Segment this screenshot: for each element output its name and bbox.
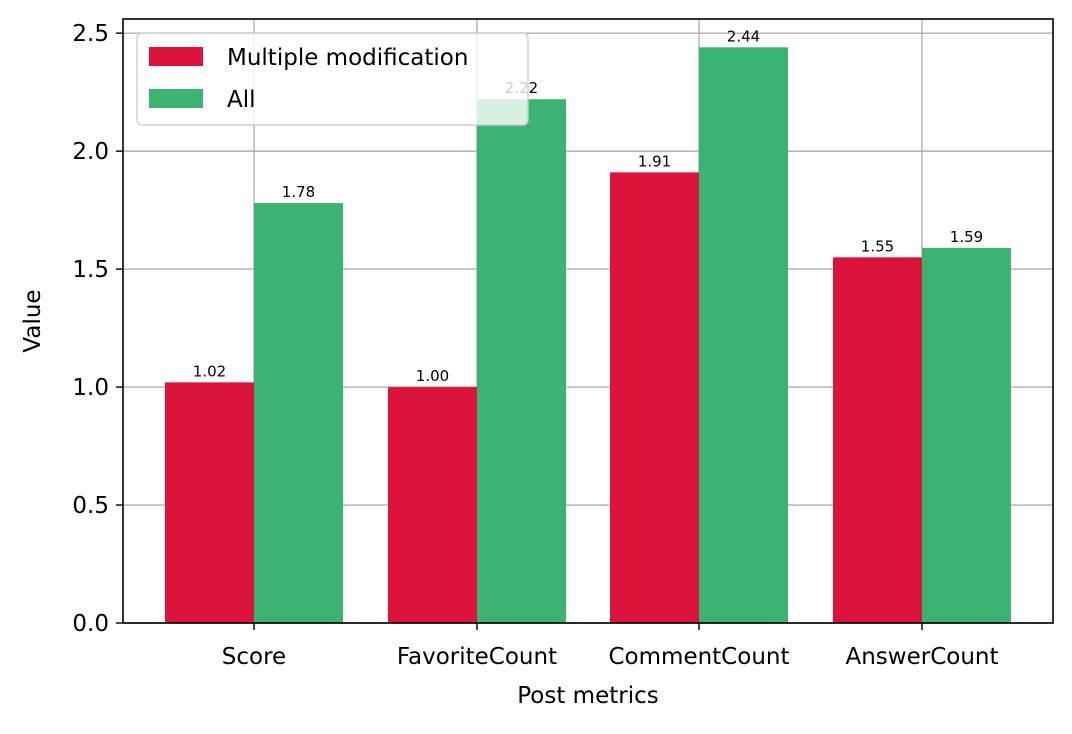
- bar-value-label: 1.78: [282, 183, 315, 201]
- bar-value-label: 1.02: [193, 362, 226, 380]
- bar-multiple-modification-commentcount: [610, 172, 699, 623]
- legend-box: [136, 32, 529, 126]
- y-axis-label: Value: [20, 289, 46, 352]
- bar-multiple-modification-score: [165, 382, 254, 623]
- axes-layer: 0.0 0.5 1.0 1.5 2.0 2.5 Score FavoriteCount Comm…: [20, 18, 1054, 709]
- y-tick-label: 1.0: [72, 375, 109, 401]
- bar-all-commentcount: [699, 47, 788, 623]
- bar-value-label: 1.59: [950, 228, 983, 246]
- y-tick-label: 0.5: [72, 493, 109, 519]
- y-tick-label: 1.5: [72, 257, 109, 283]
- bar-multiple-modification-answercount: [833, 257, 922, 623]
- bar-value-label: 1.55: [861, 237, 894, 255]
- legend-swatch: [149, 47, 203, 66]
- data-labels-layer: 1.021.001.911.551.782.222.441.59: [193, 27, 983, 385]
- x-tick-label: FavoriteCount: [397, 644, 557, 670]
- x-tick-label: CommentCount: [609, 644, 790, 670]
- bar-value-label: 1.00: [416, 367, 449, 385]
- bar-value-label: 2.44: [727, 27, 760, 45]
- bar-all-score: [254, 203, 343, 623]
- bar-value-label: 1.91: [638, 152, 671, 170]
- legend-label: All: [227, 87, 256, 113]
- bar-all-answercount: [922, 247, 1011, 623]
- legend-swatch: [149, 89, 203, 108]
- x-tick-label: AnswerCount: [845, 644, 998, 670]
- y-tick-label: 2.5: [72, 21, 109, 47]
- y-tick-label: 0.0: [72, 611, 109, 637]
- legend: Multiple modification All: [136, 32, 529, 126]
- x-tick-label: Score: [222, 644, 286, 670]
- bar-multiple-modification-favoritecount: [388, 387, 477, 623]
- bars-layer: [165, 47, 1011, 623]
- y-tick-label: 2.0: [72, 139, 109, 165]
- legend-label: Multiple modification: [227, 45, 468, 71]
- plot-frame: [122, 18, 1054, 624]
- bar-all-favoritecount: [477, 99, 566, 623]
- x-axis-label: Post metrics: [517, 683, 658, 709]
